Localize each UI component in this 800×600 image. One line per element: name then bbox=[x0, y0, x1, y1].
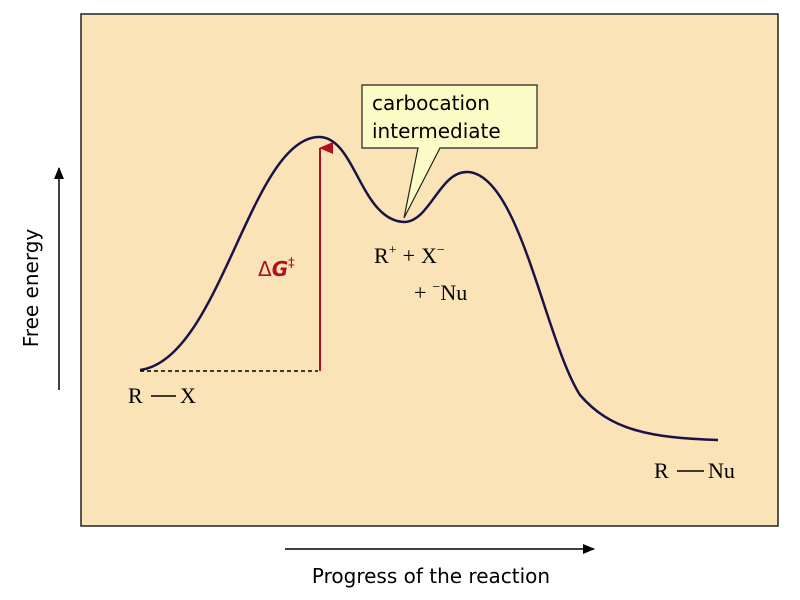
reactant-label: R X bbox=[128, 383, 196, 408]
callout-box bbox=[361, 84, 538, 219]
energy-curve bbox=[139, 135, 719, 442]
svg-text:+−Nu: + −Nu bbox=[414, 280, 467, 305]
svg-text:X: X bbox=[180, 383, 196, 408]
callout-line-1: carbocation bbox=[372, 91, 490, 115]
x-axis-label: Progress of the reaction bbox=[312, 564, 550, 588]
svg-text:R: R bbox=[128, 383, 143, 408]
y-axis-label: Free energy bbox=[19, 229, 43, 348]
svg-text:R: R bbox=[654, 458, 669, 483]
svg-text:Nu: Nu bbox=[708, 458, 735, 483]
callout-line-2: intermediate bbox=[372, 119, 501, 143]
intermediate-label: R+ + X− + −Nu bbox=[374, 243, 467, 305]
svg-text:R++X−: R+ + X− bbox=[374, 243, 445, 268]
activation-energy-label: ΔG‡ bbox=[258, 256, 295, 281]
product-label: R Nu bbox=[654, 458, 735, 483]
